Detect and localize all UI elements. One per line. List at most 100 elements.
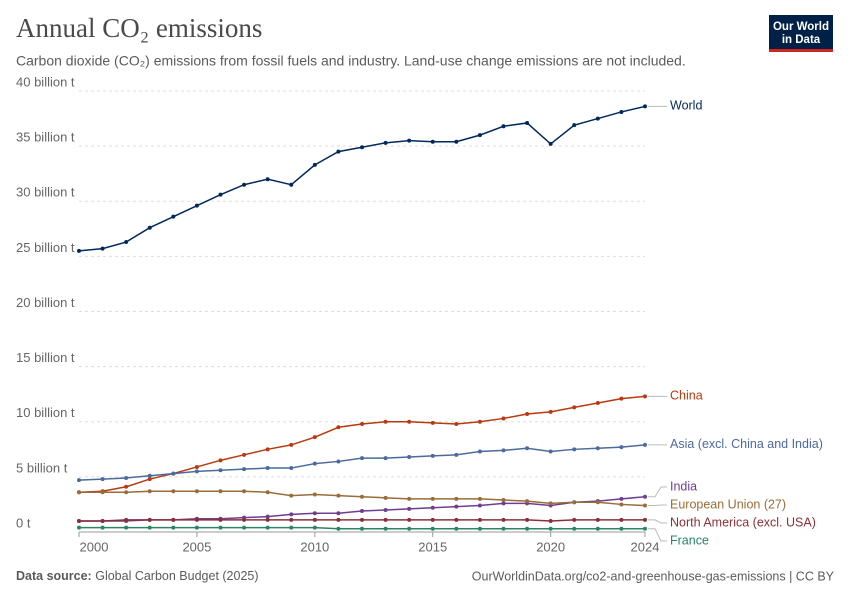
data-point <box>242 489 247 494</box>
data-point <box>477 526 482 531</box>
data-point <box>265 525 270 530</box>
y-tick-label: 25 billion t <box>16 240 75 255</box>
data-point <box>194 525 199 530</box>
data-point <box>265 466 270 471</box>
x-tick-label: 2024 <box>631 539 660 554</box>
data-point <box>525 499 530 504</box>
data-point <box>454 139 459 144</box>
data-point <box>383 526 388 531</box>
data-point <box>595 401 600 406</box>
data-point <box>336 149 341 154</box>
data-point <box>595 517 600 522</box>
data-point <box>619 109 624 114</box>
x-tick-label: 2010 <box>300 539 329 554</box>
logo-bar <box>769 49 833 52</box>
logo[interactable]: Our World in Data <box>769 15 833 52</box>
label-connector <box>648 519 667 524</box>
data-point <box>100 490 105 495</box>
data-point <box>171 471 176 476</box>
data-point <box>171 517 176 522</box>
data-point <box>501 124 506 129</box>
data-point <box>218 489 223 494</box>
x-tick-label: 2020 <box>536 539 565 554</box>
data-point <box>289 517 294 522</box>
data-point <box>77 490 81 495</box>
data-point <box>289 493 294 498</box>
label-connector <box>648 528 667 542</box>
data-point <box>147 525 152 530</box>
data-point <box>525 120 530 125</box>
data-point <box>407 419 412 424</box>
data-point <box>147 489 152 494</box>
series-line <box>78 444 646 481</box>
data-point <box>501 448 506 453</box>
data-point <box>124 240 129 245</box>
y-tick-label: 20 billion t <box>16 295 75 310</box>
series-label: North America (excl. USA) <box>670 515 816 529</box>
footer-source: Data source: Global Carbon Budget (2025) <box>16 569 259 583</box>
series-label: France <box>670 533 709 547</box>
data-point <box>265 517 270 522</box>
data-point <box>360 145 364 150</box>
data-point <box>619 496 624 501</box>
data-point <box>360 421 364 426</box>
footer-url[interactable]: OurWorldinData.org/co2-and-greenhouse-ga… <box>472 569 835 583</box>
label-connector <box>648 486 667 498</box>
y-tick-label: 40 billion t <box>16 74 75 89</box>
data-point <box>312 435 317 440</box>
data-point <box>242 452 247 457</box>
data-point <box>194 469 199 474</box>
data-point <box>501 526 506 531</box>
y-tick-label: 15 billion t <box>16 350 75 365</box>
logo-text: Our World <box>773 21 829 33</box>
data-point <box>595 446 600 451</box>
data-point <box>383 140 388 145</box>
data-point <box>501 501 506 506</box>
data-point <box>289 466 294 471</box>
data-point <box>218 468 223 473</box>
data-point <box>501 416 506 421</box>
data-point <box>218 525 223 530</box>
data-point <box>194 517 199 522</box>
data-point <box>312 511 317 516</box>
data-point <box>454 517 459 522</box>
data-point <box>477 517 482 522</box>
data-point <box>336 517 341 522</box>
data-point <box>124 475 129 480</box>
data-point <box>454 452 459 457</box>
data-point <box>289 182 294 187</box>
data-point <box>454 496 459 501</box>
data-point <box>265 177 270 182</box>
data-point <box>501 517 506 522</box>
data-point <box>77 525 81 530</box>
data-point <box>383 456 388 461</box>
data-point <box>100 518 105 523</box>
data-point <box>77 248 81 253</box>
data-point <box>218 458 223 463</box>
data-point <box>572 500 577 505</box>
data-point <box>548 526 553 531</box>
data-point <box>265 514 270 519</box>
data-point <box>218 192 223 197</box>
data-point <box>100 477 105 482</box>
data-point <box>383 419 388 424</box>
data-point <box>643 503 647 508</box>
data-point <box>643 104 647 109</box>
data-point <box>572 526 577 531</box>
data-point <box>171 525 176 530</box>
data-point <box>289 525 294 530</box>
data-point <box>477 503 482 508</box>
source-label: Data source: <box>16 569 92 583</box>
data-point <box>572 405 577 410</box>
data-point <box>525 526 530 531</box>
data-point <box>312 517 317 522</box>
data-point <box>289 512 294 517</box>
data-point <box>100 246 105 251</box>
data-point <box>360 526 364 531</box>
data-point <box>218 517 223 522</box>
data-point <box>124 490 129 495</box>
data-point <box>312 492 317 497</box>
data-point <box>430 453 435 458</box>
data-point <box>77 518 81 523</box>
data-point <box>194 464 199 469</box>
